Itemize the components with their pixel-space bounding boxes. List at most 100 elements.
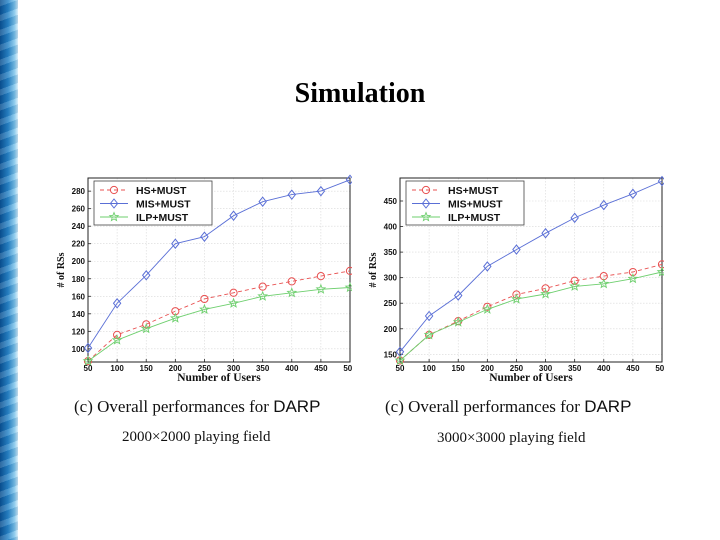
data-point: [286, 287, 298, 298]
data-point: [258, 282, 267, 291]
legend-label: MIS+MUST: [448, 199, 503, 211]
x-tick-label: 200: [481, 364, 495, 373]
y-axis-label: # of RSs: [368, 252, 379, 287]
data-point: [345, 266, 352, 275]
y-axis-label: # of RSs: [56, 252, 67, 287]
legend-marker: [420, 211, 432, 222]
data-point: [257, 290, 269, 301]
x-axis-label: Number of Users: [177, 372, 261, 384]
x-tick-label: 200: [169, 364, 183, 373]
data-point: [82, 355, 94, 366]
data-point: [598, 278, 610, 289]
data-point: [452, 316, 464, 327]
x-tick-label: 500: [655, 364, 664, 373]
x-tick-label: 300: [539, 364, 553, 373]
y-tick-label: 220: [72, 240, 86, 249]
x-tick-label: 450: [314, 364, 328, 373]
legend-marker: [421, 185, 431, 195]
data-point: [171, 238, 180, 250]
data-point: [287, 277, 296, 286]
legend-label: HS+MUST: [136, 185, 187, 197]
data-point: [316, 185, 326, 197]
x-tick-label: 500: [343, 364, 352, 373]
data-point: [423, 329, 435, 340]
data-point: [200, 231, 209, 243]
series-ilp-must: [82, 281, 352, 366]
chart-right-svg: 50 100 150 200 250 300 350 400 450 500 150 200 250 30…: [368, 175, 664, 384]
series-line: [87, 270, 351, 362]
y-tick-label: 200: [72, 257, 86, 266]
data-point: [111, 334, 123, 345]
data-point: [657, 175, 664, 187]
data-point: [315, 283, 327, 294]
data-point: [541, 227, 550, 239]
data-point: [541, 284, 550, 293]
slide-title: Simulation: [294, 78, 426, 109]
x-tick-label: 100: [110, 364, 124, 373]
y-tick-label: 150: [384, 350, 398, 359]
y-tick-label: 400: [384, 223, 398, 232]
caption-right-label: (c): [385, 397, 404, 416]
series-line: [399, 180, 663, 353]
plot-frame: [399, 177, 663, 363]
data-point: [512, 244, 521, 255]
chart-right: 50 100 150 200 250 300 350 400 450 500 150 200 250 30…: [364, 172, 664, 384]
series-mis-must: [395, 175, 664, 358]
series-line: [399, 263, 663, 361]
data-point: [229, 210, 238, 221]
legend-label: ILP+MUST: [136, 212, 189, 224]
y-tick-label: 260: [72, 205, 86, 214]
y-tick-label: 450: [384, 197, 398, 206]
series-line: [399, 271, 663, 361]
caption-left-text: Overall performances for: [97, 397, 269, 416]
caption-right: (c) Overall performances for DARP: [385, 397, 631, 417]
data-point: [628, 188, 638, 200]
data-point: [481, 303, 493, 314]
y-tick-label: 180: [72, 275, 86, 284]
x-tick-label: 150: [452, 364, 466, 373]
data-point: [512, 290, 521, 299]
data-point: [540, 288, 551, 299]
data-point: [345, 174, 352, 186]
data-point: [228, 297, 239, 308]
y-tick-label: 120: [72, 327, 86, 336]
data-point: [200, 294, 209, 304]
caption-left: (c) Overall performances for DARP: [74, 397, 320, 417]
y-tick-label: 160: [72, 292, 86, 301]
x-tick-label: 350: [256, 364, 270, 373]
x-tick-label: 150: [140, 364, 154, 373]
data-point: [628, 267, 637, 277]
caption-right-emph: DARP: [584, 397, 632, 416]
legend-label: HS+MUST: [448, 185, 499, 197]
series-line: [87, 179, 351, 349]
x-tick-label: 50: [396, 364, 405, 373]
caption-left-label: (c): [74, 397, 93, 416]
x-tick-label: 250: [198, 364, 212, 373]
data-point: [570, 276, 579, 285]
data-point: [169, 312, 181, 323]
x-tick-label: 450: [626, 364, 640, 373]
data-point: [142, 320, 151, 329]
plot-frame: [87, 177, 351, 363]
legend-marker: [421, 198, 431, 209]
series-ilp-must: [394, 266, 664, 366]
data-point: [141, 269, 151, 281]
x-tick-label: 350: [568, 364, 582, 373]
x-tick-label: 50: [84, 364, 93, 373]
data-point: [424, 310, 434, 322]
data-point: [229, 288, 238, 297]
chart-left: 50 100 150 200 250 300 350 400 450 500 100 120 140 16…: [52, 172, 352, 384]
data-point: [113, 330, 122, 339]
data-point: [140, 323, 152, 334]
data-point: [656, 266, 664, 277]
x-tick-label: 100: [422, 364, 436, 373]
y-tick-label: 200: [384, 325, 398, 334]
data-point: [394, 354, 406, 366]
y-tick-label: 100: [72, 345, 86, 354]
y-tick-label: 140: [72, 310, 86, 319]
series-hs-must: [83, 266, 352, 366]
caption-right-sub: 3000×3000 playing field: [437, 430, 586, 446]
legend-marker: [109, 185, 119, 195]
series-mis-must: [83, 174, 352, 354]
decorative-side-bar: [0, 0, 18, 540]
